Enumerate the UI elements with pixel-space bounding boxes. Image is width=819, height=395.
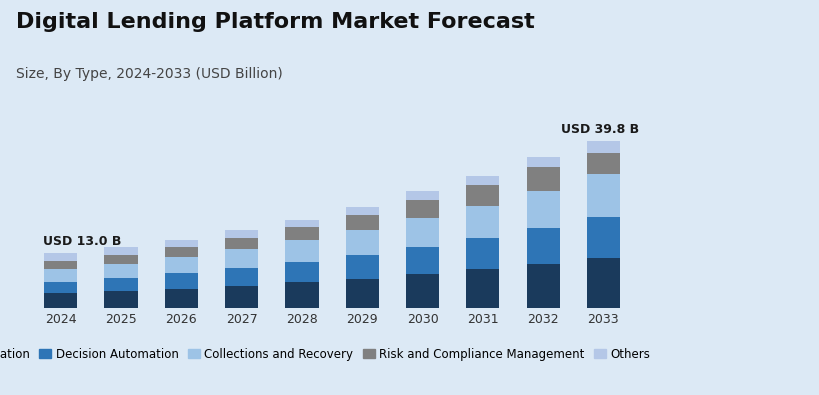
Bar: [44, 269, 77, 282]
Bar: [44, 282, 77, 293]
Bar: [526, 157, 559, 167]
Bar: [165, 289, 197, 308]
Bar: [104, 255, 138, 263]
Bar: [346, 230, 378, 255]
Bar: [405, 274, 439, 308]
Bar: [586, 141, 619, 154]
Bar: [285, 220, 318, 227]
Bar: [466, 238, 499, 269]
Bar: [165, 240, 197, 247]
Bar: [44, 261, 77, 269]
Text: Size, By Type, 2024-2033 (USD Billion): Size, By Type, 2024-2033 (USD Billion): [16, 67, 283, 81]
Bar: [165, 257, 197, 273]
Bar: [165, 273, 197, 289]
Bar: [405, 247, 439, 274]
Bar: [224, 268, 258, 286]
Bar: [586, 258, 619, 308]
Bar: [466, 176, 499, 185]
Bar: [224, 237, 258, 249]
Bar: [586, 217, 619, 258]
Bar: [466, 269, 499, 308]
Bar: [586, 174, 619, 217]
Bar: [224, 230, 258, 237]
Bar: [346, 255, 378, 279]
Bar: [466, 205, 499, 238]
Bar: [526, 191, 559, 228]
Bar: [526, 228, 559, 264]
Bar: [44, 254, 77, 261]
Bar: [466, 185, 499, 205]
Bar: [165, 247, 197, 257]
Bar: [586, 154, 619, 174]
Bar: [285, 240, 318, 262]
Text: Digital Lending Platform Market Forecast: Digital Lending Platform Market Forecast: [16, 12, 535, 32]
Bar: [224, 249, 258, 268]
Bar: [224, 286, 258, 308]
Bar: [346, 215, 378, 230]
Bar: [104, 291, 138, 308]
Bar: [526, 264, 559, 308]
Text: USD 39.8 B: USD 39.8 B: [561, 123, 639, 136]
Bar: [526, 167, 559, 191]
Bar: [285, 262, 318, 282]
Bar: [104, 263, 138, 278]
Bar: [405, 191, 439, 200]
Bar: [285, 227, 318, 240]
Bar: [346, 279, 378, 308]
Bar: [405, 200, 439, 218]
Bar: [285, 282, 318, 308]
Bar: [104, 278, 138, 291]
Text: USD 13.0 B: USD 13.0 B: [43, 235, 121, 248]
Bar: [104, 247, 138, 255]
Bar: [346, 207, 378, 215]
Bar: [44, 293, 77, 308]
Bar: [405, 218, 439, 247]
Legend: Loan Origination, Decision Automation, Collections and Recovery, Risk and Compli: Loan Origination, Decision Automation, C…: [0, 343, 654, 365]
